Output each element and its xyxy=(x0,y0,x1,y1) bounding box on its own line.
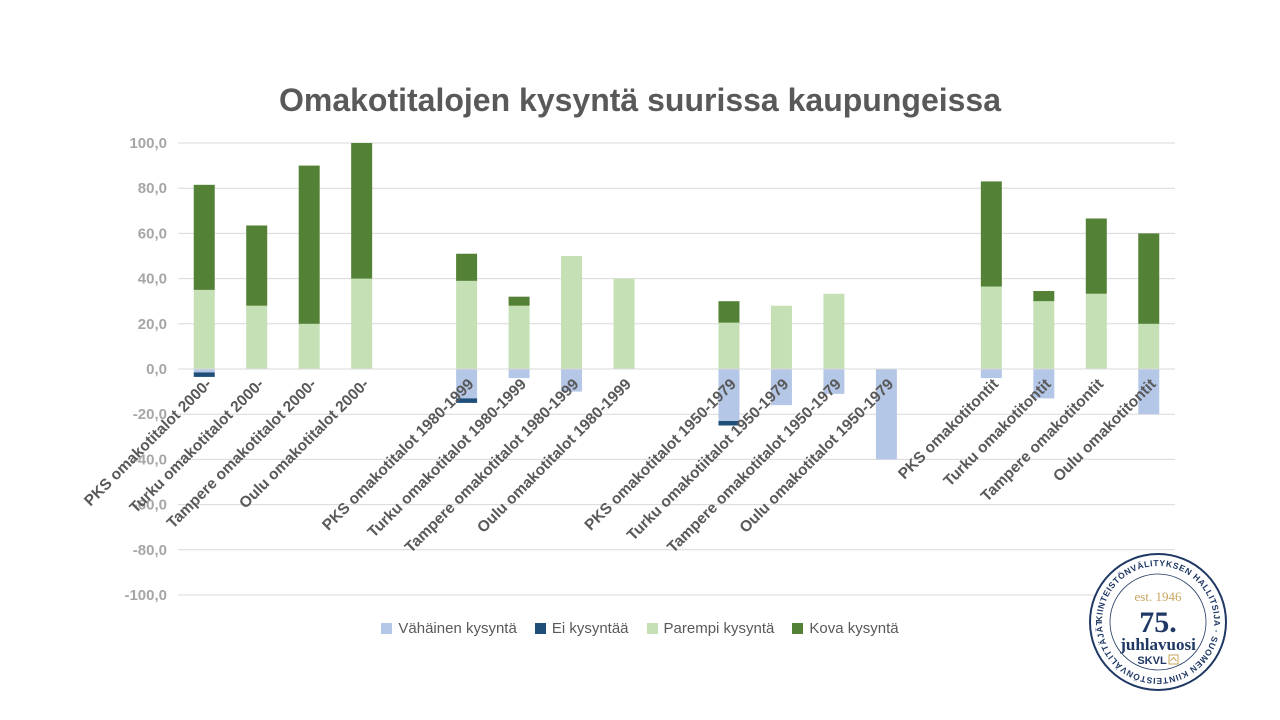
bar-vähäinen-kysyntä-13 xyxy=(875,369,897,460)
bar-parempi-kysyntä-5 xyxy=(456,280,478,369)
bar-parempi-kysyntä-2 xyxy=(298,323,320,369)
y-tick-label: 20,0 xyxy=(138,316,167,333)
anniversary-badge: KIINTEISTÖNVÄLITYKSEN HALLITSIJA · SUOME… xyxy=(1088,552,1227,691)
legend-label: Vähäinen kysyntä xyxy=(398,620,517,637)
bar-parempi-kysyntä-11 xyxy=(770,305,792,369)
bar-vähäinen-kysyntä-12 xyxy=(823,369,845,394)
bar-kova-kysyntä-5 xyxy=(456,253,478,281)
legend-item: Vähäinen kysyntä xyxy=(381,620,517,637)
bar-vähäinen-kysyntä-5 xyxy=(456,369,478,399)
y-tick-label: 60,0 xyxy=(138,225,167,242)
y-tick-label: -40,0 xyxy=(133,451,167,468)
bar-kova-kysyntä-2 xyxy=(298,165,320,324)
bar-kova-kysyntä-15 xyxy=(980,181,1002,287)
bar-parempi-kysyntä-0 xyxy=(193,289,215,369)
legend-label: Ei kysyntää xyxy=(551,620,629,637)
chart-title: Omakotitalojen kysyntä suurissa kaupunge… xyxy=(278,82,1002,118)
bar-parempi-kysyntä-12 xyxy=(823,293,845,369)
bar-parempi-kysyntä-3 xyxy=(351,278,373,369)
legend-label: Kova kysyntä xyxy=(809,620,899,637)
bar-parempi-kysyntä-7 xyxy=(561,256,583,369)
bar-kova-kysyntä-1 xyxy=(246,225,268,306)
legend-swatch xyxy=(381,623,393,634)
y-tick-label: 100,0 xyxy=(129,135,167,152)
bars xyxy=(193,143,1160,460)
bar-parempi-kysyntä-1 xyxy=(246,305,268,369)
x-category-label: PKS omakotitontit xyxy=(895,376,1002,483)
bar-vähäinen-kysyntä-0 xyxy=(193,369,215,373)
x-axis-category-labels: PKS omakotitalot 2000-Turku omakotitalot… xyxy=(81,376,1159,557)
bar-vähäinen-kysyntä-11 xyxy=(770,369,792,406)
bar-vähäinen-kysyntä-16 xyxy=(1033,369,1055,399)
house-roof-icon xyxy=(1170,656,1177,662)
bar-kova-kysyntä-16 xyxy=(1033,291,1055,302)
y-tick-label: 0,0 xyxy=(146,361,167,378)
bar-vähäinen-kysyntä-15 xyxy=(980,369,1002,379)
bar-parempi-kysyntä-16 xyxy=(1033,301,1055,369)
bar-kova-kysyntä-3 xyxy=(351,143,373,279)
bar-vähäinen-kysyntä-18 xyxy=(1138,369,1160,415)
badge-word: juhlavuosi xyxy=(1119,635,1196,654)
legend-label: Parempi kysyntä xyxy=(663,620,775,637)
y-tick-label: -60,0 xyxy=(133,497,167,514)
bar-kova-kysyntä-0 xyxy=(193,184,215,290)
legend-item: Parempi kysyntä xyxy=(646,620,775,637)
bar-vähäinen-kysyntä-6 xyxy=(508,369,530,379)
badge-brand: SKVL xyxy=(1137,655,1167,667)
y-tick-label: -100,0 xyxy=(124,587,167,604)
badge-inner-ring xyxy=(1109,573,1207,671)
bar-kova-kysyntä-17 xyxy=(1085,218,1107,294)
legend-swatch xyxy=(792,623,804,634)
badge-number: 75. xyxy=(1139,606,1177,639)
bar-parempi-kysyntä-17 xyxy=(1085,293,1107,369)
legend: Vähäinen kysyntä Ei kysyntää Parempi kysyn… xyxy=(0,620,1280,638)
bar-parempi-kysyntä-18 xyxy=(1138,323,1160,369)
bar-kova-kysyntä-18 xyxy=(1138,233,1160,324)
legend-swatch xyxy=(534,623,546,634)
bar-kova-kysyntä-6 xyxy=(508,296,530,306)
y-tick-label: -20,0 xyxy=(133,406,167,423)
bar-vähäinen-kysyntä-7 xyxy=(561,369,583,392)
y-tick-label: 40,0 xyxy=(138,271,167,288)
bar-vähäinen-kysyntä-10 xyxy=(718,369,740,421)
bar-parempi-kysyntä-8 xyxy=(613,278,635,369)
legend-swatch xyxy=(646,623,658,634)
legend-item: Kova kysyntä xyxy=(792,620,899,637)
y-axis-ticks: 100,0 80,0 60,0 40,0 20,0 0,0 -20,0 -40,0 -60,0 -… xyxy=(124,135,167,604)
bar-ei-kysyntää-10 xyxy=(718,420,740,426)
y-tick-label: 80,0 xyxy=(138,180,167,197)
bar-parempi-kysyntä-15 xyxy=(980,286,1002,369)
x-category-label: Oulu omakotitontit xyxy=(1050,376,1159,485)
y-tick-label: -80,0 xyxy=(133,542,167,559)
legend-item: Ei kysyntää xyxy=(534,620,629,637)
bar-parempi-kysyntä-6 xyxy=(508,305,530,369)
bar-kova-kysyntä-10 xyxy=(718,301,740,323)
bar-parempi-kysyntä-10 xyxy=(718,322,740,369)
bar-ei-kysyntää-5 xyxy=(456,398,478,403)
house-icon xyxy=(1168,654,1179,665)
badge-est: est. 1946 xyxy=(1135,589,1182,604)
bar-ei-kysyntää-0 xyxy=(193,372,215,377)
